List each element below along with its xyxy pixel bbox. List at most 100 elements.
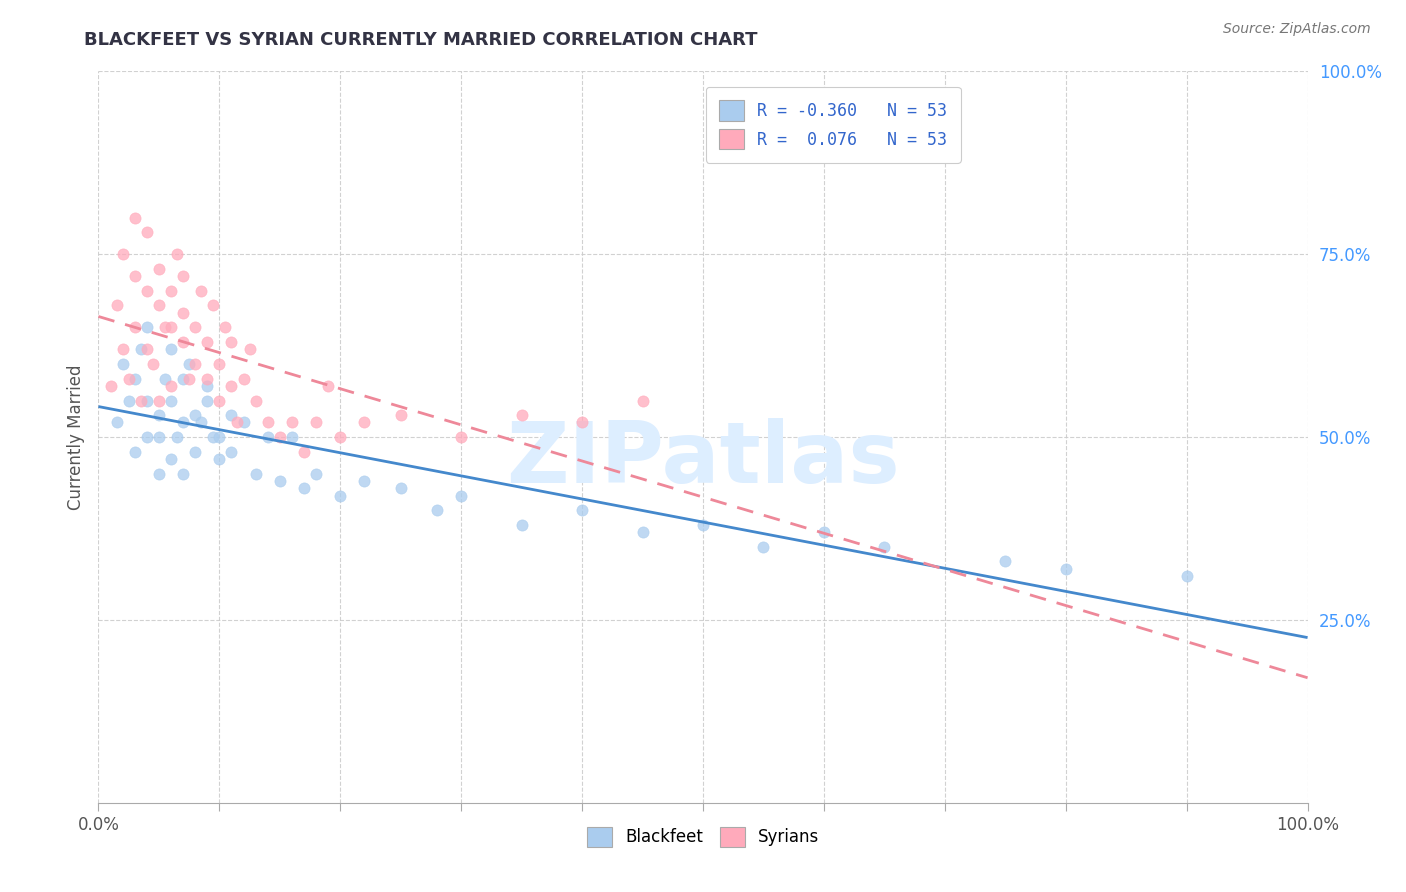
- Point: [124, 269, 146, 284]
- Point: [256, 430, 278, 444]
- Point: [190, 416, 212, 430]
- Point: [208, 430, 231, 444]
- Point: [208, 452, 231, 467]
- Point: [245, 467, 267, 481]
- Point: [184, 357, 207, 371]
- Point: [450, 430, 472, 444]
- Point: [245, 393, 267, 408]
- Point: [160, 343, 183, 357]
- Point: [214, 320, 236, 334]
- Point: [179, 357, 201, 371]
- Point: [353, 474, 375, 488]
- Point: [208, 357, 231, 371]
- Point: [692, 517, 714, 532]
- Point: [129, 393, 152, 408]
- Point: [148, 393, 170, 408]
- Point: [135, 393, 157, 408]
- Legend: Blackfeet, Syrians: Blackfeet, Syrians: [574, 814, 832, 860]
- Point: [105, 416, 128, 430]
- Point: [232, 371, 254, 385]
- Point: [316, 379, 339, 393]
- Point: [221, 334, 243, 349]
- Point: [184, 320, 207, 334]
- Point: [195, 393, 218, 408]
- Point: [631, 393, 654, 408]
- Point: [166, 247, 188, 261]
- Point: [873, 540, 896, 554]
- Point: [571, 416, 593, 430]
- Point: [208, 393, 231, 408]
- Point: [172, 467, 194, 481]
- Point: [179, 371, 201, 385]
- Point: [510, 408, 533, 422]
- Point: [153, 320, 176, 334]
- Point: [232, 416, 254, 430]
- Point: [160, 452, 183, 467]
- Point: [160, 320, 183, 334]
- Point: [111, 247, 134, 261]
- Point: [426, 503, 449, 517]
- Point: [160, 379, 183, 393]
- Point: [202, 430, 225, 444]
- Point: [752, 540, 775, 554]
- Point: [292, 481, 315, 495]
- Point: [510, 517, 533, 532]
- Point: [389, 408, 412, 422]
- Point: [142, 357, 165, 371]
- Point: [813, 525, 835, 540]
- Text: ZIPatlas: ZIPatlas: [506, 417, 900, 500]
- Point: [148, 408, 170, 422]
- Point: [172, 306, 194, 320]
- Point: [105, 298, 128, 312]
- Point: [221, 444, 243, 458]
- Point: [172, 334, 194, 349]
- Point: [172, 371, 194, 385]
- Point: [305, 416, 328, 430]
- Point: [239, 343, 262, 357]
- Point: [281, 416, 304, 430]
- Point: [353, 416, 375, 430]
- Point: [124, 444, 146, 458]
- Point: [124, 371, 146, 385]
- Point: [135, 225, 157, 239]
- Point: [292, 444, 315, 458]
- Point: [221, 408, 243, 422]
- Point: [226, 416, 249, 430]
- Point: [631, 525, 654, 540]
- Point: [153, 371, 176, 385]
- Point: [195, 379, 218, 393]
- Point: [571, 503, 593, 517]
- Point: [305, 467, 328, 481]
- Point: [129, 343, 152, 357]
- Point: [135, 284, 157, 298]
- Point: [450, 489, 472, 503]
- Point: [148, 261, 170, 276]
- Point: [1175, 569, 1198, 583]
- Point: [111, 343, 134, 357]
- Point: [195, 371, 218, 385]
- Point: [172, 416, 194, 430]
- Y-axis label: Currently Married: Currently Married: [66, 364, 84, 510]
- Point: [124, 320, 146, 334]
- Point: [172, 269, 194, 284]
- Point: [160, 393, 183, 408]
- Point: [329, 430, 352, 444]
- Text: Source: ZipAtlas.com: Source: ZipAtlas.com: [1223, 22, 1371, 37]
- Point: [148, 467, 170, 481]
- Point: [135, 430, 157, 444]
- Point: [100, 379, 122, 393]
- Point: [202, 298, 225, 312]
- Point: [148, 430, 170, 444]
- Point: [160, 284, 183, 298]
- Point: [124, 211, 146, 225]
- Point: [118, 371, 141, 385]
- Point: [281, 430, 304, 444]
- Point: [166, 430, 188, 444]
- Point: [269, 474, 291, 488]
- Point: [190, 284, 212, 298]
- Point: [135, 343, 157, 357]
- Point: [148, 298, 170, 312]
- Point: [184, 408, 207, 422]
- Point: [184, 444, 207, 458]
- Point: [329, 489, 352, 503]
